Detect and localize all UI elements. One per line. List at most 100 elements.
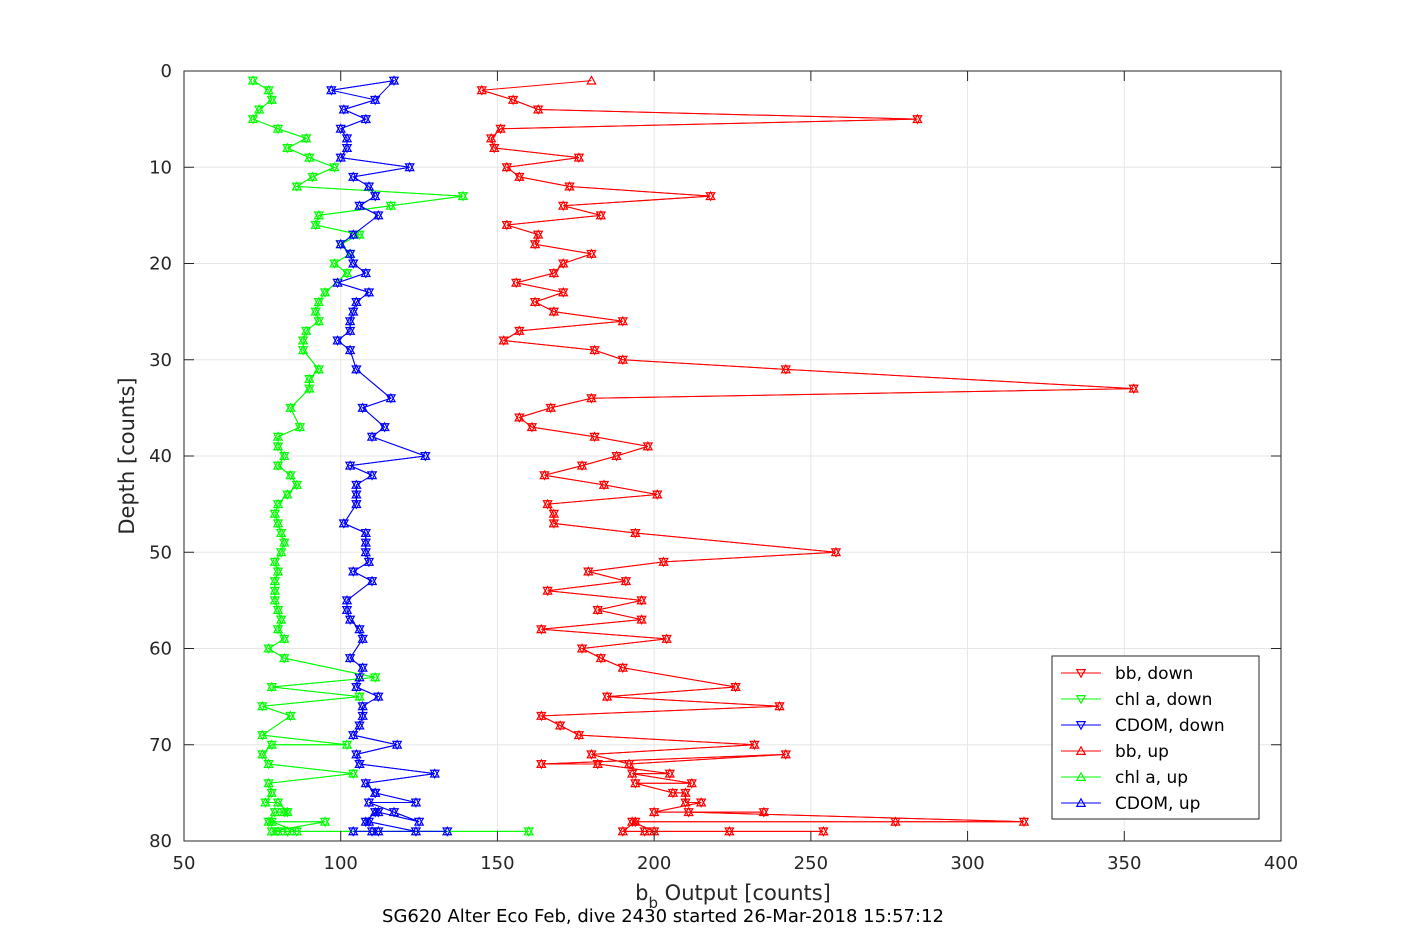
data-point [354, 671, 365, 682]
legend-marker [1075, 771, 1087, 781]
data-point [413, 816, 425, 826]
data-point [291, 479, 303, 489]
data-point [373, 691, 384, 701]
data-point [348, 768, 359, 778]
legend-marker [1075, 797, 1087, 807]
data-point [301, 325, 312, 335]
data-point [617, 825, 629, 836]
data-point [780, 748, 792, 759]
data-point [313, 315, 324, 326]
data-point [830, 546, 842, 557]
data-point [498, 335, 509, 345]
data-point [385, 200, 397, 210]
data-point [369, 94, 381, 104]
data-point [269, 575, 281, 586]
data-point [780, 363, 792, 374]
data-point [275, 546, 287, 557]
x-axis-label-main: b [635, 881, 648, 905]
data-point [558, 200, 569, 210]
data-point [357, 700, 368, 711]
data-point [724, 825, 735, 836]
data-point [294, 421, 306, 432]
data-point [523, 825, 534, 836]
data-point [661, 633, 672, 643]
data-point [266, 787, 277, 797]
data-point [272, 825, 284, 836]
data-point [344, 652, 356, 663]
series-bb-up [476, 75, 1139, 836]
data-point [890, 816, 901, 826]
data-point [532, 104, 544, 114]
data-point [648, 806, 660, 817]
x-axis-label: bb Output [counts] [635, 881, 831, 912]
data-point [272, 123, 284, 133]
data-point [348, 171, 359, 181]
data-point [269, 508, 281, 518]
data-point [617, 662, 629, 672]
data-point [369, 787, 381, 797]
data-point [507, 94, 519, 104]
data-point [514, 412, 525, 422]
data-point [360, 546, 372, 557]
data-point [514, 325, 525, 335]
data-point [357, 662, 368, 672]
data-point [351, 681, 362, 691]
data-point [369, 806, 381, 817]
data-point [304, 152, 315, 162]
data-point [272, 498, 284, 509]
data-point [357, 633, 368, 643]
x-tick-label: 350 [1107, 853, 1141, 874]
data-point [360, 527, 372, 537]
data-point [442, 825, 453, 836]
data-point [573, 729, 585, 740]
data-point [369, 671, 381, 682]
data-point [511, 277, 522, 287]
data-point [254, 104, 265, 114]
data-point [545, 402, 556, 412]
data-point [282, 142, 293, 152]
data-point [1128, 383, 1139, 393]
data-point [680, 787, 691, 797]
data-point [630, 527, 641, 537]
data-point [554, 720, 566, 730]
legend-label: bb, down [1115, 664, 1193, 684]
data-point [319, 816, 331, 826]
data-point [576, 643, 588, 653]
data-point [379, 421, 390, 432]
data-point [373, 825, 384, 836]
y-tick-label: 20 [149, 254, 172, 275]
data-point [548, 517, 560, 528]
data-point [485, 132, 497, 143]
data-point [341, 604, 353, 614]
legend-entry: chl a, up [1061, 768, 1188, 788]
data-point [351, 296, 362, 306]
data-point [683, 806, 694, 817]
legend-label: chl a, up [1115, 768, 1188, 788]
series-cdom-up [326, 75, 453, 836]
data-point [695, 797, 707, 807]
data-point [366, 825, 378, 836]
data-point [373, 209, 384, 220]
data-point [341, 594, 353, 605]
data-point [564, 181, 575, 191]
data-point [360, 113, 372, 124]
data-point [272, 460, 284, 470]
data-point [573, 152, 585, 162]
data-point [357, 710, 368, 720]
data-point [388, 75, 400, 85]
data-point [636, 614, 647, 624]
data-point [366, 431, 378, 441]
data-point [363, 286, 375, 297]
data-point [495, 123, 506, 133]
x-axis-label-subscript: b [648, 894, 658, 912]
legend-marker [1075, 745, 1087, 755]
data-point [667, 787, 679, 797]
data-point [639, 825, 650, 836]
data-point [304, 373, 315, 383]
data-point [705, 190, 716, 201]
data-point [285, 469, 296, 480]
data-point [282, 489, 293, 499]
data-point [348, 729, 359, 740]
data-point [313, 209, 324, 220]
